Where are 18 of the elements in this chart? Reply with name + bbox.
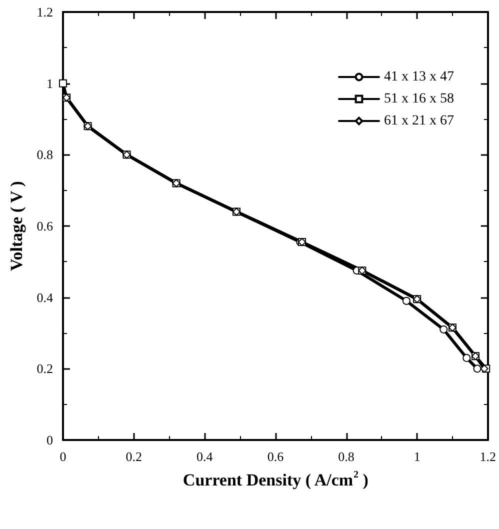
y-tick-label: 1 [46,76,53,91]
y-tick-label: 0.4 [36,290,54,305]
x-tick-label: 0.4 [196,449,214,464]
y-axis-title: Voltage ( V ) [7,181,26,271]
y-tick-label: 0 [46,432,53,448]
legend-label: 41 x 13 x 47 [384,70,454,84]
legend-label: 61 x 21 x 67 [384,114,454,128]
x-tick-label: 1 [414,449,420,464]
y-tick-label: 0.6 [36,218,54,234]
legend-label: 51 x 16 x 58 [384,92,454,106]
x-tick-label: 0.2 [126,449,142,464]
x-tick-label: 0.6 [267,449,284,464]
x-tick-label: 0 [60,449,66,464]
x-tick-label: 1.2 [480,449,496,464]
x-tick-label: 0.8 [338,449,354,464]
y-tick-label: 1.2 [36,4,53,20]
y-tick-label: 0.8 [36,147,53,162]
y-tick-label: 0.2 [36,361,53,376]
